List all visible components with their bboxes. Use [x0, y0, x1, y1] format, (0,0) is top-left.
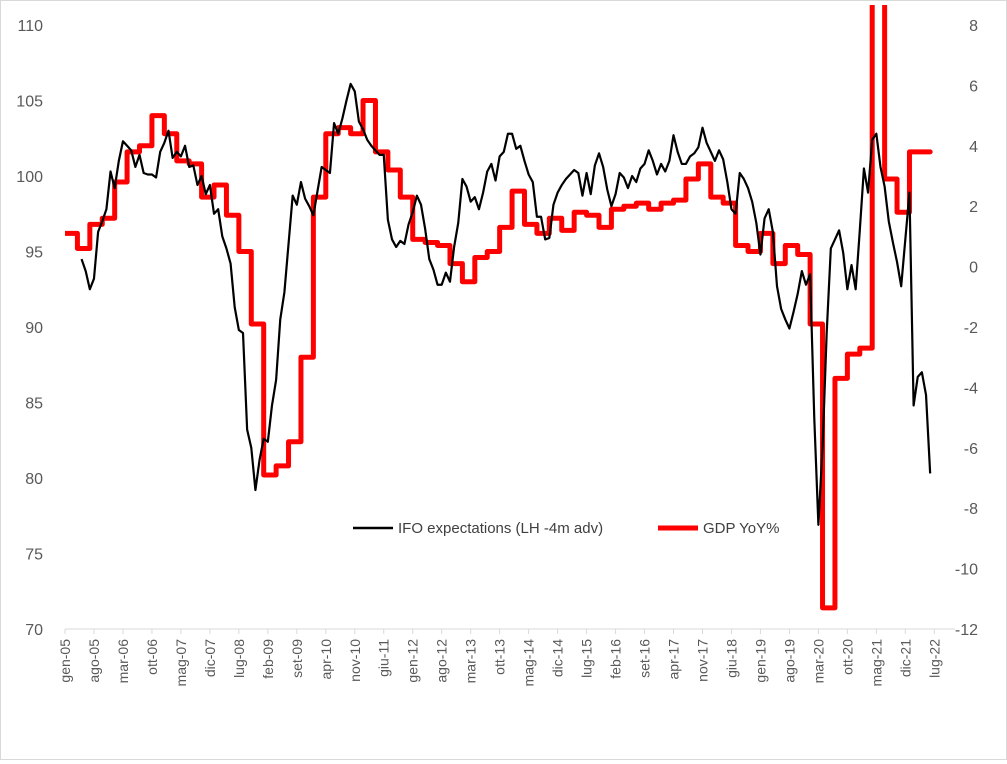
x-tick-label: set-16 [637, 639, 653, 678]
left-tick-label: 90 [25, 320, 43, 337]
x-tick-label: mar-20 [810, 639, 826, 684]
legend-label-ifo-expectations: IFO expectations (LH -4m adv) [398, 520, 603, 537]
right-tick-label: 2 [969, 199, 978, 216]
right-axis-tick-labels: -12 -10 -8 -6 -4 -2 0 2 4 6 8 [955, 18, 978, 639]
left-tick-label: 75 [25, 547, 43, 564]
x-tick-label: lug-22 [926, 639, 942, 678]
x-tick-label: dic-14 [550, 639, 566, 677]
legend-label-gdp-yoy: GDP YoY% [703, 520, 779, 537]
x-tick-label: ago-19 [781, 639, 797, 683]
x-tick-label: lug-15 [579, 639, 595, 678]
right-tick-label: -6 [964, 441, 978, 458]
right-tick-label: -2 [964, 320, 978, 337]
x-tick-label: feb-09 [260, 639, 276, 679]
x-tick-label: mag-07 [173, 639, 189, 687]
right-tick-label: 6 [969, 78, 978, 95]
right-tick-label: -4 [964, 380, 978, 397]
x-tick-label: mag-14 [521, 639, 537, 687]
left-tick-label: 100 [16, 169, 43, 186]
x-tick-label: giu-18 [723, 639, 739, 678]
x-tick-label: gen-19 [752, 639, 768, 683]
left-tick-label: 105 [16, 94, 43, 111]
x-tick-label: apr-10 [318, 639, 334, 680]
x-tick-label: dic-07 [202, 639, 218, 677]
x-tick-label: gen-05 [57, 639, 73, 683]
series-line-gdp-yoy [65, 5, 933, 611]
x-tick-label: ago-05 [86, 639, 102, 683]
right-tick-label: -8 [964, 501, 978, 518]
x-tick-label: apr-17 [666, 639, 682, 680]
x-tick-label: nov-10 [347, 639, 363, 682]
x-axis-tick-labels: gen-05 ago-05 mar-06 ott-06 mag-07 dic-07 lug-… [57, 629, 942, 686]
right-tick-label: -10 [955, 562, 978, 579]
x-tick-label: set-09 [289, 639, 305, 678]
left-tick-label: 70 [25, 622, 43, 639]
x-tick-label: nov-17 [694, 639, 710, 682]
x-tick-label: dic-21 [897, 639, 913, 677]
right-tick-label: 8 [969, 18, 978, 35]
x-tick-label: ott-20 [839, 639, 855, 675]
right-tick-label: -12 [955, 622, 978, 639]
x-tick-label: feb-16 [608, 639, 624, 679]
left-tick-label: 80 [25, 471, 43, 488]
left-tick-label: 85 [25, 396, 43, 413]
x-tick-label: mag-21 [868, 639, 884, 687]
x-tick-label: mar-06 [115, 639, 131, 684]
series-line-ifo-expectations [80, 82, 932, 526]
x-tick-label: giu-11 [376, 639, 392, 677]
x-tick-label: ago-12 [434, 639, 450, 683]
left-axis-tick-labels: 70 75 80 85 90 95 100 105 110 [16, 18, 43, 639]
right-tick-label: 4 [969, 139, 978, 156]
left-tick-label: 95 [25, 245, 43, 262]
legend: IFO expectations (LH -4m adv) GDP YoY% [353, 520, 779, 537]
right-tick-label: 0 [969, 260, 978, 277]
x-tick-label: gen-12 [405, 639, 421, 683]
x-tick-label: ott-13 [492, 639, 508, 675]
x-tick-label: mar-13 [463, 639, 479, 684]
left-tick-label: 110 [17, 18, 43, 35]
x-tick-label: lug-08 [231, 639, 247, 678]
series-layer [65, 5, 933, 611]
x-tick-label: ott-06 [144, 639, 160, 675]
